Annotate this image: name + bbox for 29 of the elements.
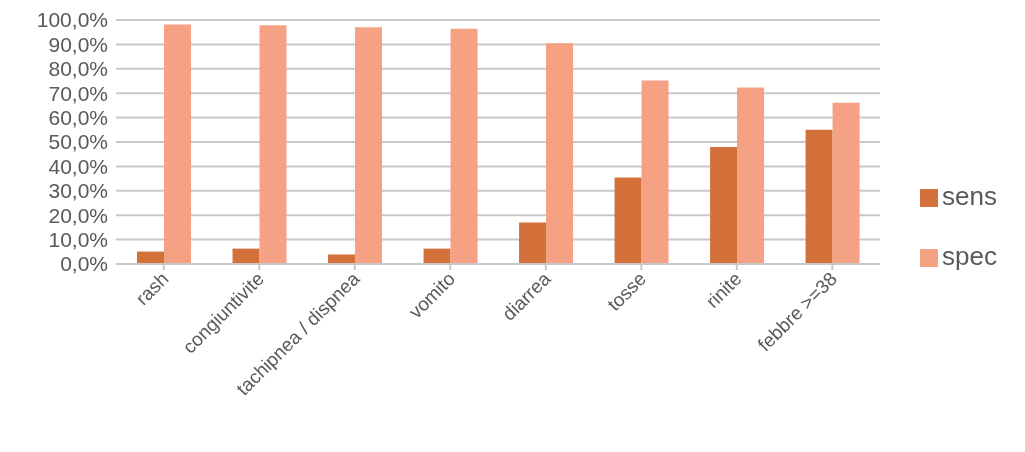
- bar: [450, 28, 478, 264]
- y-tick-label: 10,0%: [48, 228, 108, 252]
- y-tick-label: 90,0%: [48, 32, 108, 56]
- bar: [805, 129, 833, 264]
- x-tick-label: rash: [131, 267, 173, 309]
- bar: [259, 25, 287, 264]
- bar: [164, 24, 192, 264]
- y-tick-label: 50,0%: [48, 130, 108, 154]
- bar: [641, 80, 669, 264]
- bar: [614, 177, 642, 264]
- legend-label: spec: [942, 241, 997, 271]
- bar: [232, 248, 260, 264]
- bar: [355, 27, 383, 264]
- y-tick-label: 40,0%: [48, 154, 108, 178]
- bar: [546, 43, 574, 264]
- legend-label: sens: [942, 181, 997, 211]
- y-tick-label: 0,0%: [60, 252, 108, 276]
- bar: [710, 147, 738, 264]
- y-tick-label: 30,0%: [48, 179, 108, 203]
- y-tick-label: 100,0%: [36, 8, 108, 32]
- bar: [832, 102, 860, 264]
- y-tick-label: 80,0%: [48, 57, 108, 81]
- bar: [737, 87, 765, 264]
- bar: [328, 254, 356, 264]
- y-tick-label: 20,0%: [48, 203, 108, 227]
- bar: [519, 222, 547, 264]
- y-tick-label: 60,0%: [48, 106, 108, 130]
- bar: [423, 248, 451, 264]
- y-tick-label: 70,0%: [48, 81, 108, 105]
